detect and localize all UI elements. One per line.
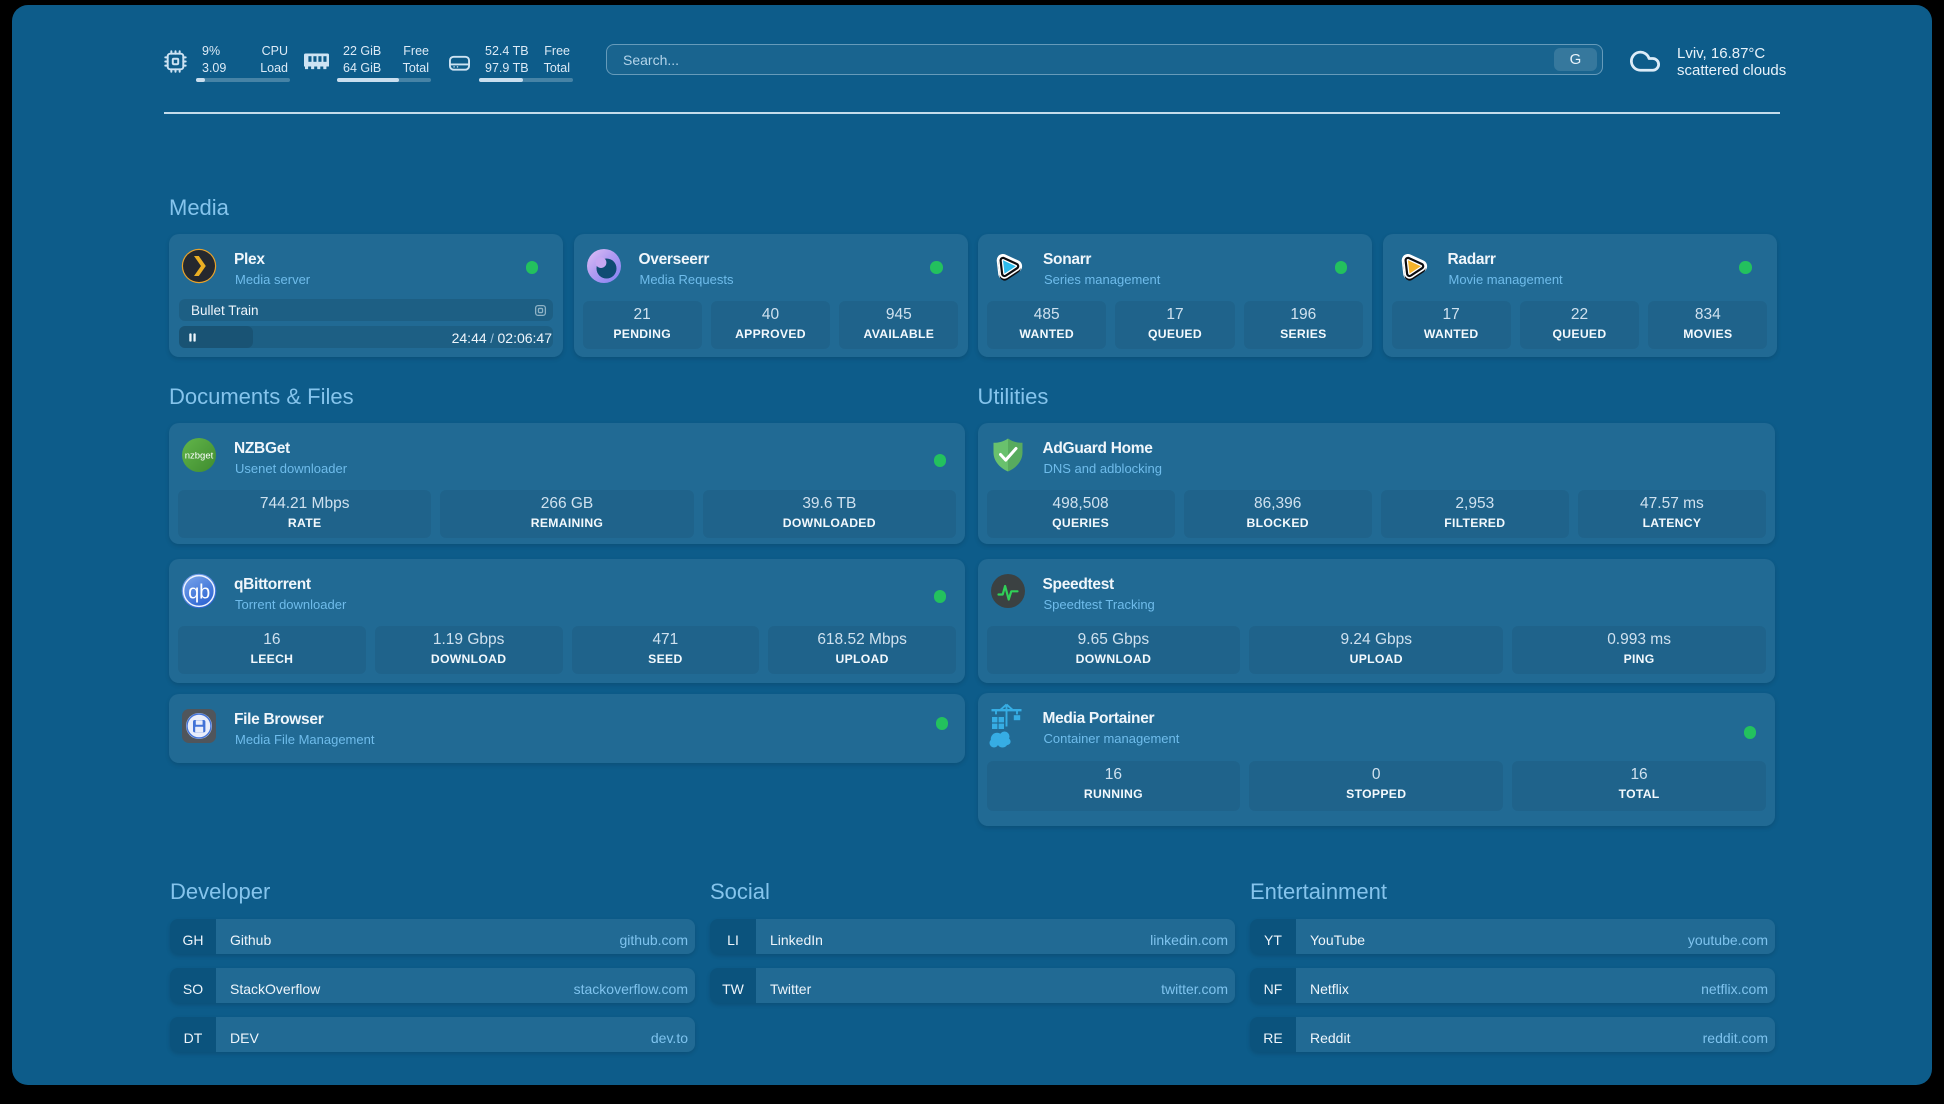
svg-text:qb: qb [188, 582, 210, 604]
svg-text:nzbget: nzbget [185, 451, 214, 462]
